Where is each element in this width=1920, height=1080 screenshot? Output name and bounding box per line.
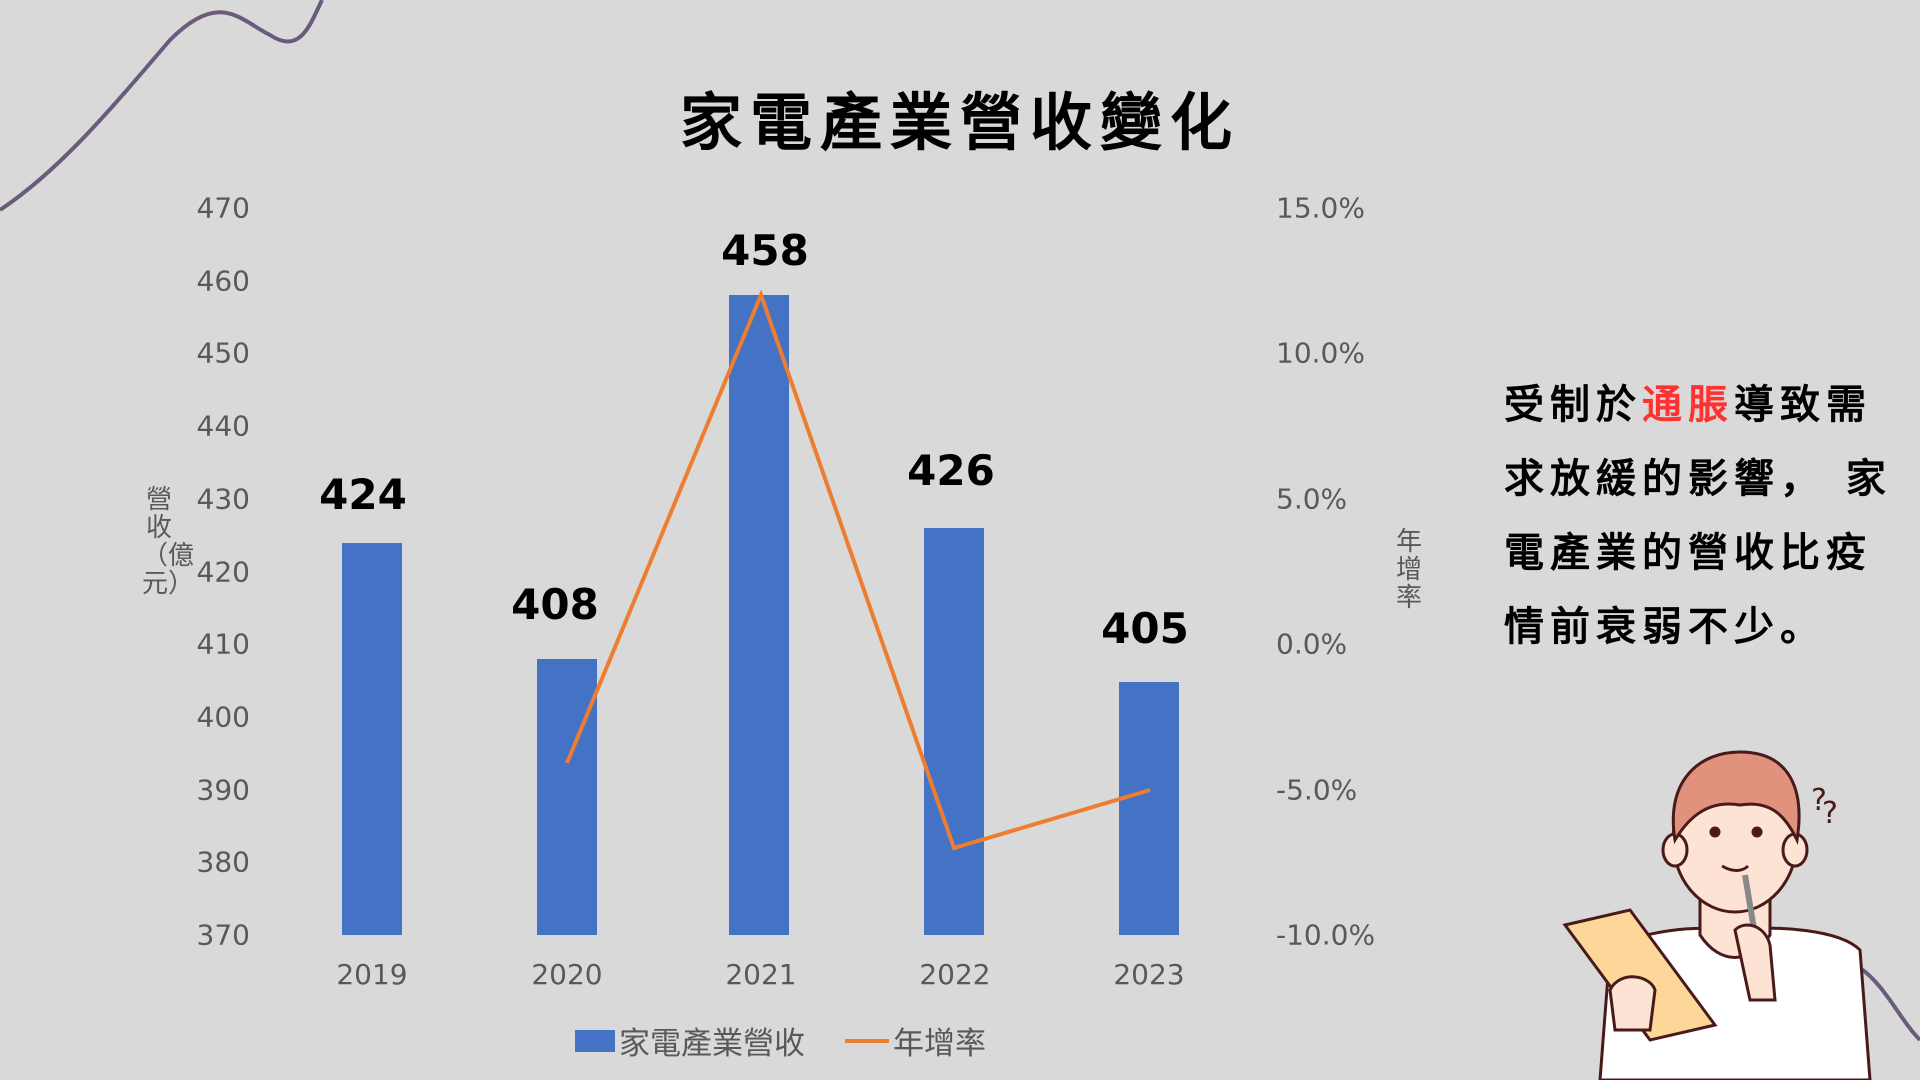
legend-line-swatch [845,1038,889,1043]
left-tick: 430 [196,482,250,516]
x-tick: 2023 [1113,958,1185,991]
left-tick: 400 [196,700,250,734]
annotation-note: 受制於通脹導致需求放緩的影響， 家電產業的營收比疫情前衰弱不少。 [1504,368,1904,664]
note-text-before: 受制於 [1504,382,1642,428]
data-label: 408 [511,580,599,629]
x-tick: 2020 [531,958,603,991]
bar-2023 [1119,682,1179,935]
x-tick: 2021 [725,958,797,991]
right-tick: 15.0% [1276,191,1365,225]
left-tick: 420 [196,555,250,589]
bar-2022 [924,528,984,935]
left-tick: 370 [196,918,250,952]
right-tick: 5.0% [1276,482,1348,516]
right-axis-label: 年增率 [1395,527,1422,613]
right-tick: 0.0% [1276,627,1348,661]
left-tick: 380 [196,845,250,879]
legend: 家電產業營收 年增率 [575,1018,986,1063]
data-label: 426 [907,446,995,495]
right-tick: 10.0% [1276,336,1365,370]
bar-2019 [342,543,402,935]
note-highlight: 通脹 [1642,382,1734,428]
x-tick: 2019 [336,958,408,991]
right-tick: -5.0% [1276,773,1358,807]
legend-bar-swatch [575,1029,615,1052]
data-label: 424 [319,470,407,519]
data-label: 405 [1101,604,1189,653]
svg-text:?: ? [1811,783,1827,818]
note-text-after: 導致需求放緩的影響， 家電產業的營收比疫情前衰弱不少。 [1504,382,1892,650]
bar-2020 [537,659,597,935]
data-label: 458 [721,226,809,275]
left-tick: 460 [196,264,250,298]
x-tick: 2022 [919,958,991,991]
legend-line-label: 年增率 [893,1026,986,1062]
left-tick: 470 [196,191,250,225]
legend-bar-label: 家電產業營收 [619,1026,805,1062]
right-tick: -10.0% [1276,918,1376,952]
bar-2021 [729,295,789,935]
left-tick: 410 [196,627,250,661]
chart-title: 家電產業營收變化 [679,86,1240,159]
svg-text:?: ? [1822,796,1838,831]
left-tick: 440 [196,409,250,443]
left-tick: 390 [196,773,250,807]
left-tick: 450 [196,336,250,370]
